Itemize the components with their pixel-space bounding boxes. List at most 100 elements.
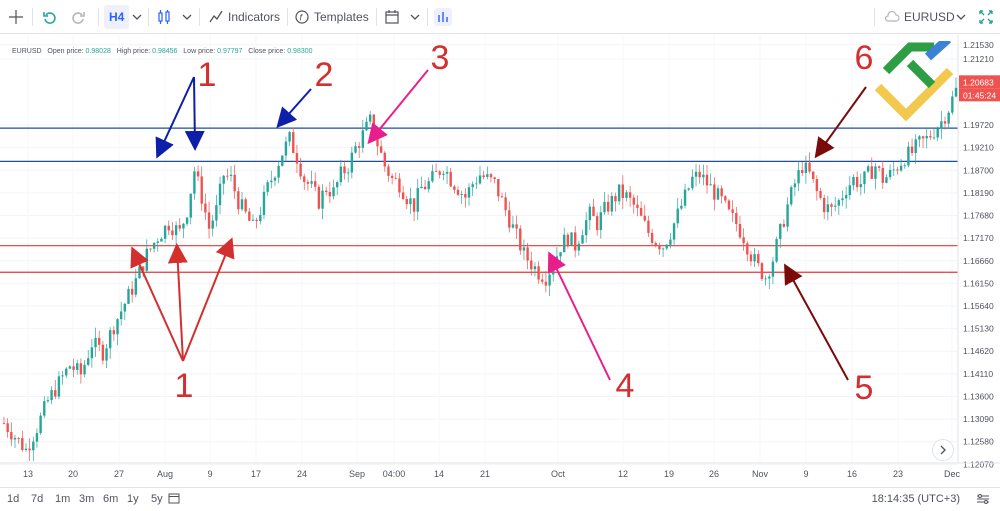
chart-type-dropdown-icon[interactable]: [182, 5, 192, 29]
calendar-icon[interactable]: [384, 5, 400, 29]
range-button-1d[interactable]: 1d: [7, 493, 20, 505]
candle-body: [262, 191, 266, 215]
candle-body: [874, 166, 877, 179]
candle-body: [379, 146, 383, 153]
redo-icon[interactable]: [70, 5, 86, 29]
annotation-label-3: 3: [431, 39, 450, 77]
candle-body: [833, 205, 837, 207]
chart-type-candles-icon[interactable]: [156, 5, 172, 29]
symbol-dropdown-icon[interactable]: [956, 5, 966, 29]
candle-body: [21, 438, 24, 450]
candle-body: [346, 172, 350, 174]
last-price-badge: [959, 75, 1000, 89]
interval-dropdown-icon[interactable]: [132, 5, 142, 29]
price-chart[interactable]: 1.21530 1.21210 1.19720 1.19210 1.18700 1.181…: [0, 35, 1000, 487]
chart-settings-icon[interactable]: [976, 493, 990, 505]
ohlc-legend: EURUSD Open price: 0.98028 High price: 0…: [12, 48, 313, 55]
candle-body: [43, 401, 46, 416]
candle-body: [54, 390, 57, 397]
candle-body: [837, 200, 841, 206]
candle-body: [577, 243, 581, 251]
calendar-dropdown-icon[interactable]: [410, 5, 420, 29]
undo-icon[interactable]: [42, 5, 58, 29]
price-tick-label: 1.12580: [963, 437, 994, 447]
candle-body: [929, 136, 932, 138]
dark-arrow: [784, 263, 849, 381]
time-tick-label: 24: [297, 469, 307, 479]
legend-open-value: 0.98028: [85, 48, 111, 55]
range-button-1y[interactable]: 1y: [127, 493, 139, 505]
last-price-value: 1.20683: [963, 77, 994, 87]
utc-clock[interactable]: 18:14:35 (UTC+3): [871, 493, 960, 505]
candle-body: [855, 176, 859, 188]
calendar-range-icon[interactable]: [168, 492, 180, 504]
candle-body: [156, 241, 159, 243]
candle-body: [779, 223, 782, 240]
candle-body: [79, 363, 83, 375]
candle-body: [727, 200, 731, 210]
range-button-1m[interactable]: 1m: [55, 493, 71, 505]
candle-body: [76, 363, 79, 370]
candle-body: [738, 224, 742, 238]
candle-body: [881, 167, 884, 183]
candle-body: [793, 183, 797, 188]
candle-body: [222, 175, 225, 184]
bottom-toolbar: 1d 7d 1m 3m 6m 1y 5y 18:14:35 (UTC+3): [0, 487, 1000, 511]
candle-body: [782, 223, 786, 227]
range-button-3m[interactable]: 3m: [79, 493, 95, 505]
chart-area[interactable]: 1.21530 1.21210 1.19720 1.19210 1.18700 1.181…: [0, 35, 1000, 487]
candle-body: [903, 165, 906, 167]
candle-body: [368, 114, 372, 122]
interval-button[interactable]: H4: [104, 5, 130, 29]
time-tick-label: 20: [68, 469, 78, 479]
time-tick-label: 19: [664, 469, 674, 479]
crosshair-icon[interactable]: [8, 5, 24, 29]
scroll-to-realtime-button[interactable]: [932, 439, 954, 461]
candle-body: [35, 433, 39, 442]
candle-body: [676, 208, 679, 224]
range-button-7d[interactable]: 7d: [31, 493, 44, 505]
templates-button[interactable]: f Templates: [294, 5, 369, 29]
candle-body: [464, 194, 467, 198]
candle-body: [943, 121, 947, 124]
candle-body: [478, 175, 482, 184]
candle-body: [39, 415, 42, 434]
candle-body: [303, 176, 306, 182]
candle-body: [460, 194, 463, 195]
compare-bars-icon[interactable]: [434, 5, 452, 29]
fullscreen-icon[interactable]: [978, 5, 994, 29]
toolbar-divider: [376, 8, 377, 26]
candle-body: [731, 209, 734, 213]
toolbar-divider: [199, 8, 200, 26]
candle-body: [775, 239, 778, 262]
candle-body: [918, 136, 921, 140]
candle-body: [804, 162, 808, 173]
candle-body: [284, 141, 288, 156]
candle-body: [584, 220, 588, 236]
indicators-button[interactable]: Indicators: [208, 5, 280, 29]
candle-body: [866, 166, 870, 172]
legend-close-value: 0.98300: [287, 48, 313, 55]
candle-body: [376, 137, 379, 147]
candle-body: [768, 276, 771, 279]
candle-body: [6, 423, 9, 433]
candle-body: [449, 171, 452, 187]
candle-body: [357, 146, 361, 148]
candle-body: [709, 184, 712, 186]
candle-body: [654, 243, 657, 246]
candle-body: [233, 174, 236, 192]
candle-body: [954, 87, 958, 97]
candle-body: [848, 185, 852, 196]
candle-body: [453, 186, 456, 190]
candle-body: [544, 281, 548, 286]
range-button-5y[interactable]: 5y: [151, 493, 163, 505]
range-button-6m[interactable]: 6m: [103, 493, 119, 505]
symbol-selector[interactable]: EURUSD: [884, 5, 955, 29]
candle-body: [698, 171, 701, 178]
candle-body: [595, 216, 599, 231]
candle-body: [182, 223, 185, 229]
candle-body: [650, 232, 654, 244]
annotation-label-1-top: 1: [198, 56, 217, 94]
candle-body: [665, 244, 668, 249]
candle-body: [442, 173, 445, 175]
